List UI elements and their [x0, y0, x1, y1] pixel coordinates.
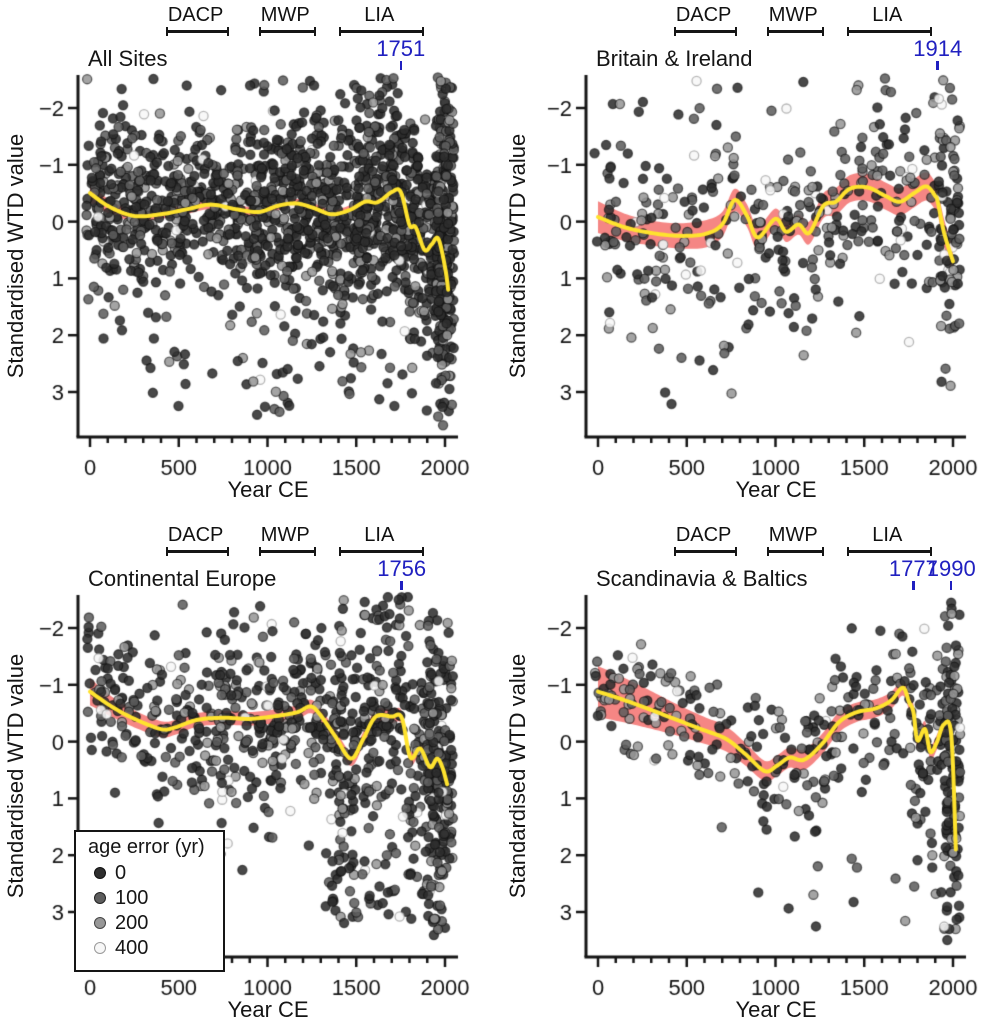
- change-point-year: 1990: [926, 556, 976, 581]
- legend-title: age error (yr): [88, 836, 205, 858]
- period-label-mwp: MWP: [768, 524, 818, 546]
- change-point-tick: [400, 581, 403, 590]
- britain-ireland-plot-canvas: [492, 0, 984, 512]
- x-axis-label: Year CE: [735, 997, 817, 1022]
- period-bracket-mwp: [258, 27, 316, 36]
- legend-swatch-100: [94, 892, 106, 904]
- panel-title: Continental Europe: [88, 566, 277, 591]
- panel-britain-ireland: Standardised WTD value Britain & Ireland…: [492, 0, 984, 512]
- period-label-dacp: DACP: [675, 4, 732, 26]
- y-axis-label: Standardised WTD value: [3, 653, 28, 899]
- legend-item-label: 200: [115, 912, 149, 934]
- period-label-mwp: MWP: [260, 524, 310, 546]
- change-point-tick: [949, 581, 953, 590]
- change-point-year: 1914: [913, 36, 963, 61]
- legend-item: 200: [94, 912, 205, 934]
- period-label-lia: LIA: [364, 4, 395, 26]
- period-bracket-mwp: [766, 547, 824, 556]
- panel-title: All Sites: [88, 46, 168, 71]
- period-bracket-dacp: [166, 27, 229, 36]
- panel-title: Britain & Ireland: [596, 46, 753, 71]
- change-point-year: 1756: [377, 556, 427, 581]
- x-axis-label: Year CE: [227, 477, 309, 502]
- x-axis-label: Year CE: [227, 997, 309, 1022]
- period-bracket-dacp: [674, 27, 737, 36]
- change-point-year: 1751: [376, 36, 426, 61]
- period-bracket-dacp: [166, 547, 229, 556]
- period-bracket-lia: [846, 547, 933, 556]
- legend-item: 400: [94, 937, 205, 959]
- period-bracket-lia: [338, 27, 425, 36]
- change-point-tick: [399, 61, 403, 70]
- period-bracket-lia: [338, 547, 425, 556]
- period-label-dacp: DACP: [675, 524, 732, 546]
- panel-title: Scandinavia & Baltics: [596, 566, 808, 591]
- all-sites-plot-canvas: [0, 0, 492, 512]
- period-label-mwp: MWP: [768, 4, 818, 26]
- legend-item-label: 400: [115, 937, 149, 959]
- change-point-tick: [912, 581, 915, 590]
- period-bracket-dacp: [674, 547, 737, 556]
- period-label-dacp: DACP: [167, 524, 224, 546]
- y-axis-label: Standardised WTD value: [3, 133, 28, 379]
- legend-item-label: 0: [115, 862, 127, 884]
- change-point-tick: [936, 61, 939, 70]
- legend-swatch-200: [94, 917, 106, 929]
- age-error-legend: age error (yr) 0 100 200 400: [74, 830, 225, 972]
- y-axis-label: Standardised WTD value: [505, 653, 530, 899]
- period-label-mwp: MWP: [260, 4, 310, 26]
- period-bracket-mwp: [766, 27, 824, 36]
- panel-all-sites: Standardised WTD value All Sites Year CE…: [0, 0, 492, 512]
- period-label-lia: LIA: [872, 524, 903, 546]
- legend-item: 100: [94, 887, 205, 909]
- legend-item: 0: [94, 862, 205, 884]
- change-point-year: 1777: [888, 556, 938, 581]
- legend-item-label: 100: [115, 887, 149, 909]
- period-label-lia: LIA: [872, 4, 903, 26]
- panel-continental-europe: Standardised WTD value Continental Europ…: [0, 512, 492, 1024]
- x-axis-label: Year CE: [735, 477, 817, 502]
- panel-scandinavia-baltics: Standardised WTD value Scandinavia & Bal…: [492, 512, 984, 1024]
- scandinavia-baltics-plot-canvas: [492, 512, 984, 1024]
- period-bracket-lia: [846, 27, 933, 36]
- y-axis-label: Standardised WTD value: [505, 133, 530, 379]
- legend-swatch-0: [94, 867, 106, 879]
- period-label-dacp: DACP: [167, 4, 224, 26]
- legend-swatch-400: [94, 942, 106, 954]
- period-label-lia: LIA: [364, 524, 395, 546]
- period-bracket-mwp: [258, 547, 316, 556]
